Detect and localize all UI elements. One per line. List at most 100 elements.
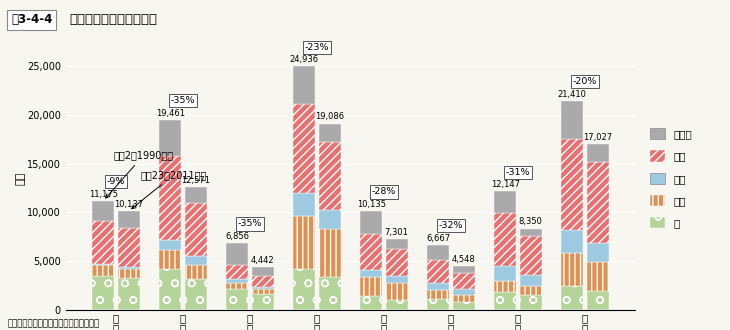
Bar — [586, 244, 609, 262]
Text: -20%: -20% — [572, 77, 597, 86]
Bar — [159, 120, 181, 156]
Bar — [318, 142, 341, 210]
Bar — [185, 280, 207, 310]
Bar — [520, 286, 542, 295]
Bar — [453, 302, 475, 310]
Bar — [453, 289, 475, 295]
Bar — [561, 139, 583, 230]
Text: 12,147: 12,147 — [491, 180, 520, 189]
Text: 21,410: 21,410 — [558, 90, 587, 99]
Bar — [385, 239, 407, 249]
Bar — [561, 230, 583, 253]
Bar — [92, 276, 115, 310]
Bar — [427, 290, 449, 299]
Bar — [293, 216, 315, 269]
Bar — [252, 294, 274, 310]
Y-axis label: 億円: 億円 — [15, 172, 26, 185]
Bar — [92, 201, 115, 221]
Bar — [318, 210, 341, 229]
Bar — [427, 260, 449, 283]
Bar — [185, 265, 207, 280]
Text: 4,442: 4,442 — [251, 256, 274, 265]
Text: 平成23（2011）年: 平成23（2011）年 — [131, 170, 207, 209]
Bar — [453, 295, 475, 302]
Bar — [520, 237, 542, 275]
Bar — [252, 286, 274, 289]
Bar — [118, 228, 139, 267]
Bar — [427, 245, 449, 260]
Text: 4,548: 4,548 — [452, 254, 475, 264]
Text: 7,301: 7,301 — [385, 228, 409, 237]
Text: 11,175: 11,175 — [89, 190, 118, 199]
Bar — [185, 203, 207, 256]
Bar — [318, 229, 341, 277]
Bar — [185, 256, 207, 265]
Bar — [494, 280, 516, 292]
Bar — [586, 162, 609, 244]
Bar — [159, 269, 181, 310]
Bar — [494, 214, 516, 266]
Bar — [318, 123, 341, 142]
Bar — [453, 273, 475, 289]
Bar — [494, 191, 516, 214]
Text: 8,350: 8,350 — [518, 217, 542, 226]
Bar — [360, 211, 383, 234]
Bar — [494, 292, 516, 310]
Text: 地域別農業産出額の推移: 地域別農業産出額の推移 — [69, 13, 158, 26]
Bar — [360, 277, 383, 296]
Text: 17,027: 17,027 — [583, 133, 612, 142]
Text: 12,571: 12,571 — [181, 176, 210, 185]
Bar — [318, 277, 341, 310]
Text: 6,856: 6,856 — [225, 232, 249, 241]
Bar — [561, 101, 583, 139]
Bar — [159, 250, 181, 269]
Bar — [159, 156, 181, 240]
Text: 嘰3-4-4: 嘰3-4-4 — [11, 13, 53, 26]
Text: -35%: -35% — [238, 219, 262, 228]
Bar — [427, 299, 449, 310]
Text: -28%: -28% — [372, 187, 396, 196]
Bar — [453, 266, 475, 273]
Bar — [293, 193, 315, 216]
Bar — [118, 269, 139, 278]
Bar — [360, 270, 383, 277]
Bar — [118, 211, 139, 228]
Text: 19,461: 19,461 — [155, 109, 185, 118]
Bar — [520, 229, 542, 237]
Bar — [385, 276, 407, 282]
Bar — [226, 265, 248, 279]
Bar — [427, 283, 449, 290]
Bar — [385, 300, 407, 310]
Bar — [293, 66, 315, 104]
Text: 資料：農林水産省「生産農業所得統計」: 資料：農林水産省「生産農業所得統計」 — [7, 319, 99, 328]
Text: -31%: -31% — [506, 168, 530, 177]
Bar — [360, 234, 383, 270]
Bar — [293, 104, 315, 193]
Bar — [118, 278, 139, 310]
Bar — [226, 283, 248, 289]
Bar — [252, 289, 274, 294]
Bar — [92, 265, 115, 276]
Bar — [252, 267, 274, 276]
Bar — [586, 262, 609, 291]
Bar — [360, 296, 383, 310]
Text: -35%: -35% — [171, 96, 195, 105]
Bar — [293, 269, 315, 310]
Bar — [520, 295, 542, 310]
Bar — [185, 187, 207, 203]
Bar — [226, 279, 248, 283]
Bar — [226, 289, 248, 310]
Text: -32%: -32% — [439, 221, 463, 230]
Bar — [586, 291, 609, 310]
Bar — [586, 144, 609, 162]
Bar — [561, 253, 583, 286]
Bar — [252, 276, 274, 286]
Legend: その他, 畜産, 果実, 野菜, 米: その他, 畜産, 果実, 野菜, 米 — [646, 124, 696, 233]
Text: -23%: -23% — [304, 43, 329, 52]
Bar — [385, 282, 407, 300]
Bar — [561, 286, 583, 310]
Bar — [385, 249, 407, 276]
Bar — [520, 275, 542, 286]
Text: -9%: -9% — [107, 177, 125, 186]
Text: 10,135: 10,135 — [357, 200, 385, 209]
